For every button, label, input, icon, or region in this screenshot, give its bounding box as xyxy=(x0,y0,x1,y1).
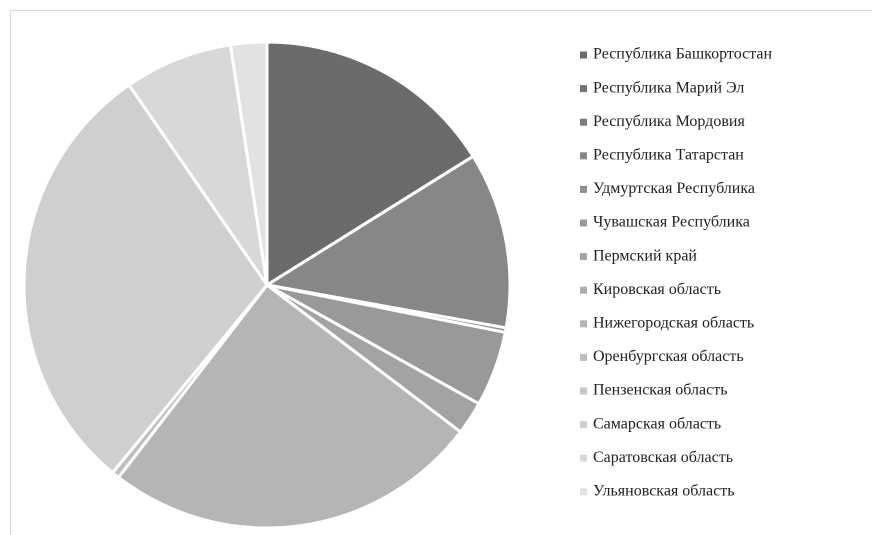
legend-label: Чувашская Республика xyxy=(593,214,750,231)
pie-slice xyxy=(265,154,512,330)
legend-swatch xyxy=(580,51,587,59)
legend-label: Республика Татарстан xyxy=(593,146,744,163)
legend-swatch xyxy=(580,152,587,160)
legend-swatch xyxy=(580,320,587,328)
pie-slice xyxy=(228,40,269,287)
legend-swatch xyxy=(580,454,587,462)
legend-label: Удмуртская Республика xyxy=(593,180,755,197)
legend-swatch xyxy=(580,488,587,496)
legend-label: Пензенская область xyxy=(593,382,728,399)
legend-label: Оренбургская область xyxy=(593,348,744,365)
pie-slice xyxy=(117,283,463,530)
pie-slice xyxy=(265,40,475,287)
pie-slice xyxy=(22,83,269,475)
legend-swatch xyxy=(580,421,587,429)
legend-swatch xyxy=(580,219,587,227)
legend-label: Республика Башкортостан xyxy=(593,46,772,63)
legend-swatch xyxy=(580,253,587,261)
legend-swatch xyxy=(580,185,587,193)
legend-label: Нижегородская область xyxy=(593,314,754,331)
legend-label: Ульяновская область xyxy=(593,482,735,499)
pie-slice xyxy=(127,43,269,287)
legend-label: Кировская область xyxy=(593,281,721,298)
legend-swatch xyxy=(580,118,587,126)
legend-label: Саратовская область xyxy=(593,449,733,466)
legend-swatch xyxy=(580,85,587,93)
legend-swatch xyxy=(580,286,587,294)
legend-label: Самарская область xyxy=(593,415,721,432)
legend-label: Республика Марий Эл xyxy=(593,79,744,96)
legend-label: Республика Мордовия xyxy=(593,113,745,130)
legend-label: Пермский край xyxy=(593,247,697,264)
legend-swatch xyxy=(580,353,587,361)
legend-swatch xyxy=(580,387,587,395)
